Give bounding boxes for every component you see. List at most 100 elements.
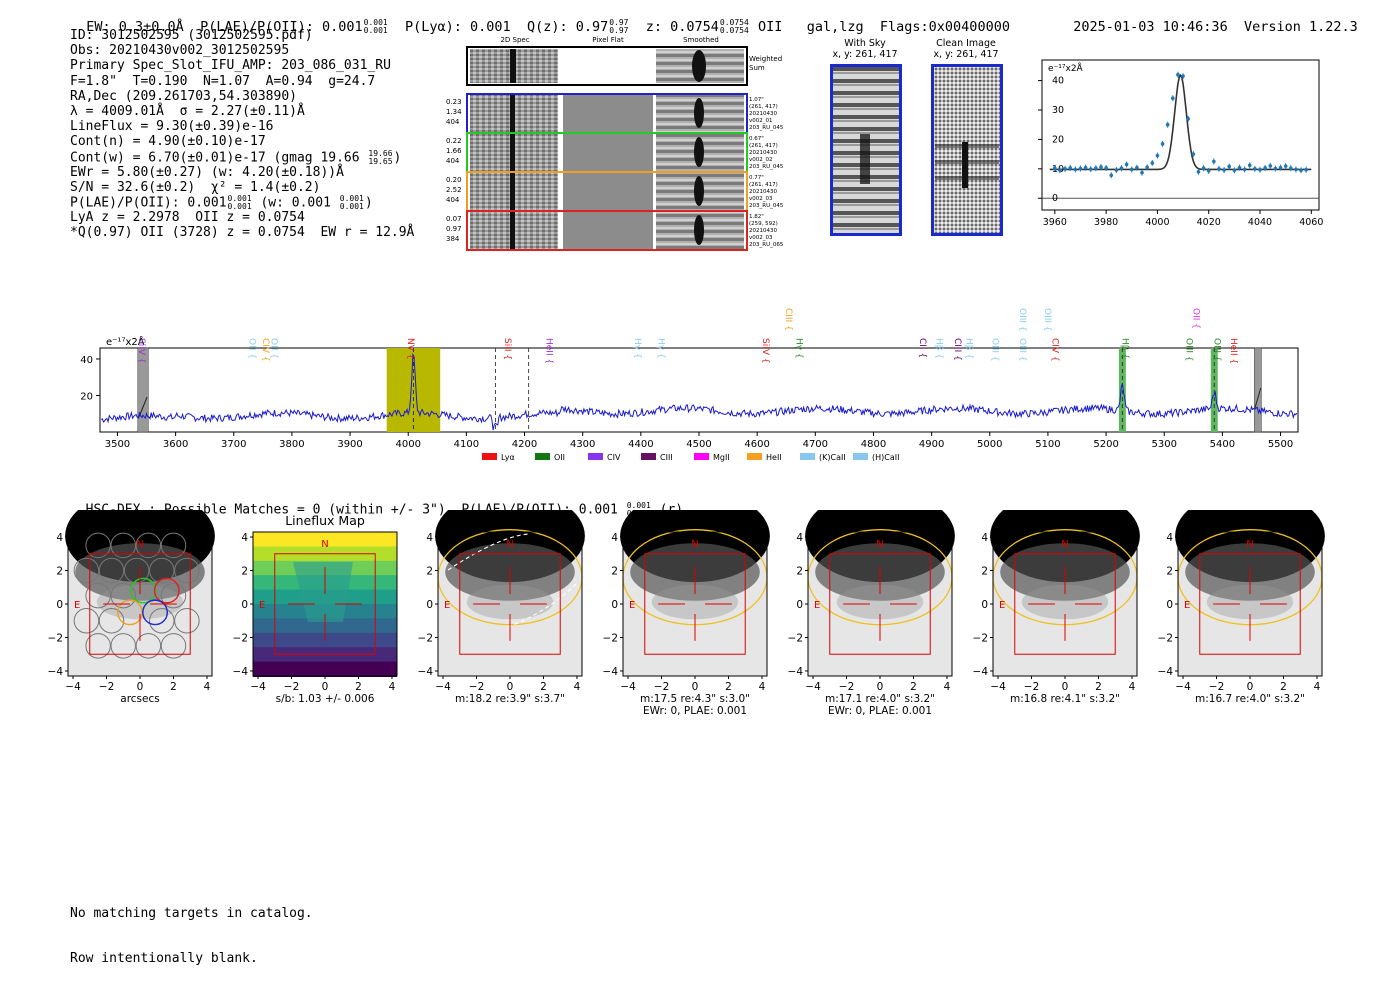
- legend-label: OII: [554, 453, 565, 462]
- cutout-ytick-label: 4: [1166, 532, 1173, 544]
- stamp-row-right-label: (261, 417): [749, 182, 778, 188]
- cutout-xtick-label: 2: [355, 681, 362, 693]
- fiber-circle: [85, 582, 111, 609]
- stamp-row-left-label: 0.07: [446, 215, 462, 223]
- emission-line-label: CII {: [917, 338, 927, 358]
- east-label: E: [74, 600, 80, 611]
- stamp-row-left-label: 1.66: [446, 147, 462, 155]
- cutout-ytick-label: −4: [233, 666, 248, 678]
- search-box: [89, 553, 191, 655]
- header-qz-range: 0.97 0.97: [609, 18, 629, 35]
- header-ew: EW: 0.3±0.0Å: [86, 19, 184, 35]
- east-label: E: [444, 600, 450, 611]
- legend-label: MgII: [713, 453, 730, 462]
- cutout-xtick-label: 2: [170, 681, 177, 693]
- search-box: [829, 553, 931, 655]
- spectrum-xtick-label: 3500: [105, 439, 130, 450]
- fit-data-point: [1119, 166, 1124, 171]
- stamp-row-right-label: v002_03: [749, 235, 773, 241]
- spectrum-xtick-label: 4900: [919, 439, 944, 450]
- cutout-xtick-label: 0: [877, 681, 884, 693]
- fit-data-point: [1278, 165, 1283, 170]
- north-label: N: [321, 539, 328, 550]
- fit-data-point: [1247, 163, 1252, 168]
- fit-data-point: [1212, 159, 1216, 164]
- cutout-row: Fiber PositionsNE−4−4−2−2002244arcsecsLi…: [0, 489, 1400, 730]
- emission-line-label: OIII {: [1211, 338, 1221, 362]
- cutout-ytick-label: 0: [1166, 599, 1173, 611]
- cutout-ytick-label: −2: [418, 632, 433, 644]
- search-box: [274, 553, 376, 655]
- stamp-row-right-label: 203_RU_045: [749, 164, 784, 170]
- cutout-ytick-label: 0: [796, 599, 803, 611]
- fit-data-point: [1135, 165, 1139, 170]
- legend-label: Lyα: [501, 453, 515, 462]
- stamp-row-right-label: 20210430: [749, 228, 777, 234]
- fiber-circle: [174, 608, 200, 634]
- cutout-xtick-label: −4: [250, 681, 266, 693]
- emission-line-label: SiII {: [502, 338, 512, 360]
- cutout-xtick-label: −4: [65, 681, 81, 693]
- fit-xtick-label: 4040: [1248, 217, 1272, 228]
- emission-line-label: OII {: [246, 338, 256, 359]
- spectrum-xtick-label: 5200: [1093, 439, 1118, 450]
- cutout-ytick-label: 4: [611, 532, 618, 544]
- fit-xtick-label: 3960: [1043, 217, 1067, 228]
- stamp-row-right-label: (261, 417): [749, 104, 778, 110]
- cutout-ytick-label: −2: [233, 632, 248, 644]
- emission-line-label: OIII {: [1042, 308, 1052, 332]
- north-label: N: [136, 539, 143, 550]
- header-bar: EW: 0.3±0.0Å P(LAE)/P(OII): 0.001 0.001 0.…: [70, 3, 1010, 36]
- cutout-ytick-label: 4: [796, 532, 803, 544]
- spectrum-ytick-label: 40: [80, 355, 93, 366]
- cutout-caption: m:16.8 re:4.1" s:3.2": [1010, 693, 1120, 705]
- spectrum-xtick-label: 4500: [686, 439, 711, 450]
- info-plae: P(LAE)/P(OII): 0.001 0.001 0.001 (w: 0.001…: [70, 194, 373, 212]
- fit-data-point: [1104, 166, 1108, 170]
- info-obs: Obs: 20210430v002_3012502595: [70, 43, 290, 59]
- info-fwhm: F=1.8" T=0.190 N=1.07 A=0.94 g=24.7: [70, 73, 376, 89]
- info-lineflux: LineFlux = 9.30(±0.39)e-16: [70, 119, 274, 135]
- stamp-row-frame: [466, 210, 748, 251]
- stamp-row-left-label: 404: [446, 118, 460, 126]
- sky-mask: [1254, 347, 1262, 433]
- fit-data-point: [1083, 165, 1088, 170]
- fit-data-point: [1165, 122, 1170, 127]
- clean-image-title: Clean Image x, y: 261, 417: [933, 38, 999, 60]
- emission-line-label: NV {: [405, 338, 415, 359]
- emission-line-label: Hβ {: [1119, 338, 1129, 359]
- fit-xtick-label: 4000: [1145, 217, 1169, 228]
- fit-data-point: [1258, 167, 1262, 172]
- emission-line-label: Hβ {: [964, 338, 974, 359]
- legend-swatch: [535, 453, 550, 460]
- east-label: E: [814, 600, 820, 611]
- fit-data-point: [1171, 96, 1175, 101]
- cutout-caption: arcsecs: [120, 693, 159, 705]
- fit-data-point: [1217, 167, 1221, 171]
- info-primary: Primary Spec_Slot_IFU_AMP: 203_086_031_R…: [70, 58, 391, 74]
- fiber-circle: [73, 557, 100, 584]
- fiber-circle: [160, 532, 187, 559]
- header-version: Version 1.22.3: [1243, 19, 1358, 35]
- stamp-row-left-label: 384: [446, 235, 460, 243]
- fiber-circle: [149, 608, 175, 634]
- cutout-ytick-label: 4: [426, 532, 433, 544]
- cutout-caption: m:17.1 re:4.0" s:3.2": [825, 693, 935, 705]
- header-right: 2025-01-03 10:46:36 Version 1.22.3: [1057, 3, 1358, 35]
- cutout-ytick-label: 0: [981, 599, 988, 611]
- cutout-xtick-label: 4: [759, 681, 766, 693]
- aperture-dashed: [447, 533, 529, 571]
- legend-label: CIII: [660, 453, 673, 462]
- fit-data-point: [1099, 165, 1103, 169]
- cutout-ytick-label: −4: [1158, 666, 1173, 678]
- detection-info: ID: 3012502595 (3012502595.pdf) Obs: 202…: [70, 28, 414, 241]
- cutout-xtick-label: 0: [507, 681, 514, 693]
- emission-line-label: Hβ {: [933, 338, 943, 359]
- cutout-ytick-label: −4: [48, 666, 63, 678]
- spectra-stamps: 2D Spec Pixel Flat Smoothed Weighted Sum…: [446, 36, 784, 251]
- cutout-ytick-label: 0: [56, 599, 63, 611]
- cutout-ytick-label: −2: [1158, 632, 1173, 644]
- stamp-row-left-label: 404: [446, 196, 460, 204]
- fiber-circle: [98, 557, 125, 584]
- cutout-xtick-label: 0: [137, 681, 144, 693]
